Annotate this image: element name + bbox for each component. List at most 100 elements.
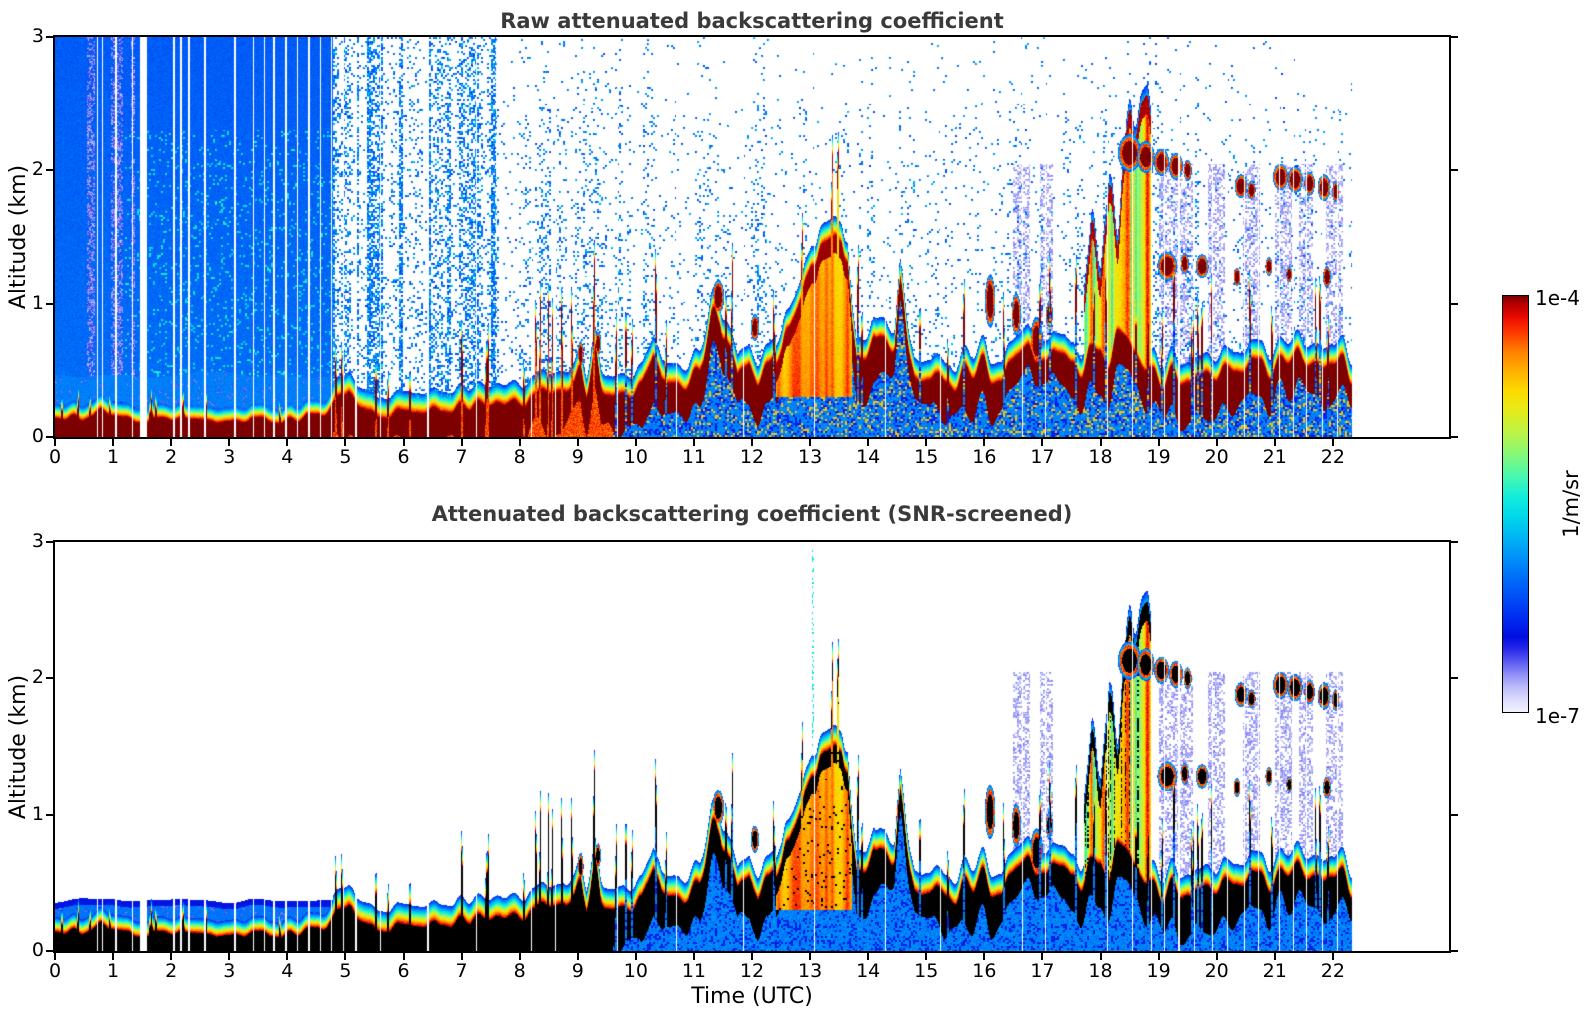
x-tick-label: 10 xyxy=(623,960,648,982)
top-panel-title: Raw attenuated backscattering coefficien… xyxy=(500,9,1004,33)
x-tick-label: 15 xyxy=(914,960,939,982)
x-tick-label: 14 xyxy=(856,446,881,468)
x-tick-label: 12 xyxy=(739,960,765,982)
colorbar-units-label: 1/m/sr xyxy=(1559,470,1583,538)
x-tick-label: 20 xyxy=(1204,446,1229,468)
x-tick-label: 6 xyxy=(397,960,410,982)
x-tick-mark xyxy=(518,953,521,960)
x-tick-mark xyxy=(1273,439,1276,446)
y-tick-mark xyxy=(46,950,53,952)
x-tick-mark xyxy=(751,439,753,446)
y-tick-label: 0 xyxy=(31,425,44,447)
x-tick-label: 8 xyxy=(513,446,526,468)
x-tick-label: 5 xyxy=(339,960,352,982)
x-tick-mark xyxy=(692,439,695,446)
top-panel-heatmap xyxy=(55,37,1449,437)
x-tick-mark xyxy=(344,439,347,446)
x-tick-mark xyxy=(344,953,347,960)
x-tick-mark xyxy=(1215,953,1218,960)
y-tick-mark xyxy=(46,36,53,38)
x-tick-mark xyxy=(1331,953,1334,960)
colorbar-gradient xyxy=(1503,296,1528,712)
bottom-panel-ylabel: Altitude (km) xyxy=(6,674,31,820)
x-tick-mark xyxy=(460,439,463,446)
x-tick-mark xyxy=(286,953,289,960)
y-tick-mark-right xyxy=(1451,541,1458,543)
x-tick-label: 17 xyxy=(1030,446,1055,468)
x-tick-mark xyxy=(170,439,173,446)
x-tick-mark xyxy=(576,439,579,446)
x-tick-label: 9 xyxy=(571,446,584,468)
x-tick-mark xyxy=(809,439,812,446)
x-tick-label: 9 xyxy=(571,960,584,982)
colorbar-max-label: 1e-4 xyxy=(1535,286,1580,310)
y-tick-mark xyxy=(46,436,53,438)
x-tick-label: 7 xyxy=(455,446,468,468)
colorbar xyxy=(1502,295,1529,713)
x-axis-label: Time (UTC) xyxy=(691,984,813,1009)
x-tick-label: 10 xyxy=(623,446,648,468)
x-tick-mark xyxy=(1331,439,1334,446)
x-tick-mark xyxy=(402,953,405,960)
y-tick-label: 2 xyxy=(31,666,44,689)
bottom-panel-heatmap xyxy=(55,542,1449,951)
y-tick-label: 2 xyxy=(31,158,44,181)
y-tick-mark-right xyxy=(1451,36,1458,38)
x-tick-label: 7 xyxy=(455,960,468,982)
x-tick-label: 22 xyxy=(1320,446,1345,468)
x-tick-mark xyxy=(1215,439,1218,446)
x-tick-label: 18 xyxy=(1088,446,1113,468)
y-tick-mark xyxy=(46,813,53,816)
x-tick-mark xyxy=(751,953,753,960)
x-tick-label: 19 xyxy=(1146,446,1171,468)
x-tick-mark xyxy=(402,439,405,446)
x-tick-mark xyxy=(692,953,695,960)
x-tick-label: 21 xyxy=(1262,960,1287,982)
y-tick-mark xyxy=(46,169,53,172)
x-tick-label: 2 xyxy=(165,446,178,468)
x-tick-mark xyxy=(925,439,928,446)
colorbar-min-label: 1e-7 xyxy=(1535,704,1580,728)
x-tick-label: 1 xyxy=(107,960,120,982)
x-tick-label: 17 xyxy=(1030,960,1055,982)
x-tick-label: 13 xyxy=(797,446,823,468)
x-tick-label: 18 xyxy=(1088,960,1113,982)
x-tick-mark xyxy=(867,953,870,960)
y-tick-label: 1 xyxy=(31,802,44,825)
x-tick-mark xyxy=(1041,439,1044,446)
x-tick-label: 19 xyxy=(1146,960,1171,982)
x-tick-mark xyxy=(518,439,521,446)
x-tick-mark xyxy=(1157,439,1160,446)
x-tick-label: 14 xyxy=(856,960,881,982)
x-tick-mark xyxy=(228,953,231,960)
y-tick-mark-right xyxy=(1451,436,1458,438)
bottom-panel-title: Attenuated backscattering coefficient (S… xyxy=(431,502,1073,526)
x-tick-label: 21 xyxy=(1262,446,1287,468)
x-tick-label: 5 xyxy=(339,446,352,468)
x-tick-mark xyxy=(983,953,986,960)
x-tick-label: 3 xyxy=(223,960,236,982)
y-tick-mark-right xyxy=(1451,677,1458,680)
x-tick-mark xyxy=(460,953,463,960)
y-tick-label: 3 xyxy=(31,530,44,552)
x-tick-label: 8 xyxy=(513,960,526,982)
x-tick-label: 16 xyxy=(972,960,997,982)
x-tick-mark xyxy=(1273,953,1276,960)
x-tick-label: 16 xyxy=(972,446,997,468)
x-tick-label: 0 xyxy=(48,960,62,982)
x-tick-mark xyxy=(809,953,812,960)
x-tick-mark xyxy=(634,953,637,960)
x-tick-label: 22 xyxy=(1320,960,1345,982)
top-panel-ylabel: Altitude (km) xyxy=(6,164,31,310)
x-tick-mark xyxy=(228,439,231,446)
x-tick-mark xyxy=(170,953,173,960)
x-tick-mark xyxy=(634,439,637,446)
y-tick-mark xyxy=(46,677,53,680)
x-tick-mark xyxy=(1041,953,1044,960)
y-tick-mark-right xyxy=(1451,169,1458,172)
x-tick-mark xyxy=(112,439,115,446)
x-tick-label: 1 xyxy=(107,446,120,468)
x-tick-label: 11 xyxy=(681,960,706,982)
x-tick-label: 20 xyxy=(1204,960,1229,982)
